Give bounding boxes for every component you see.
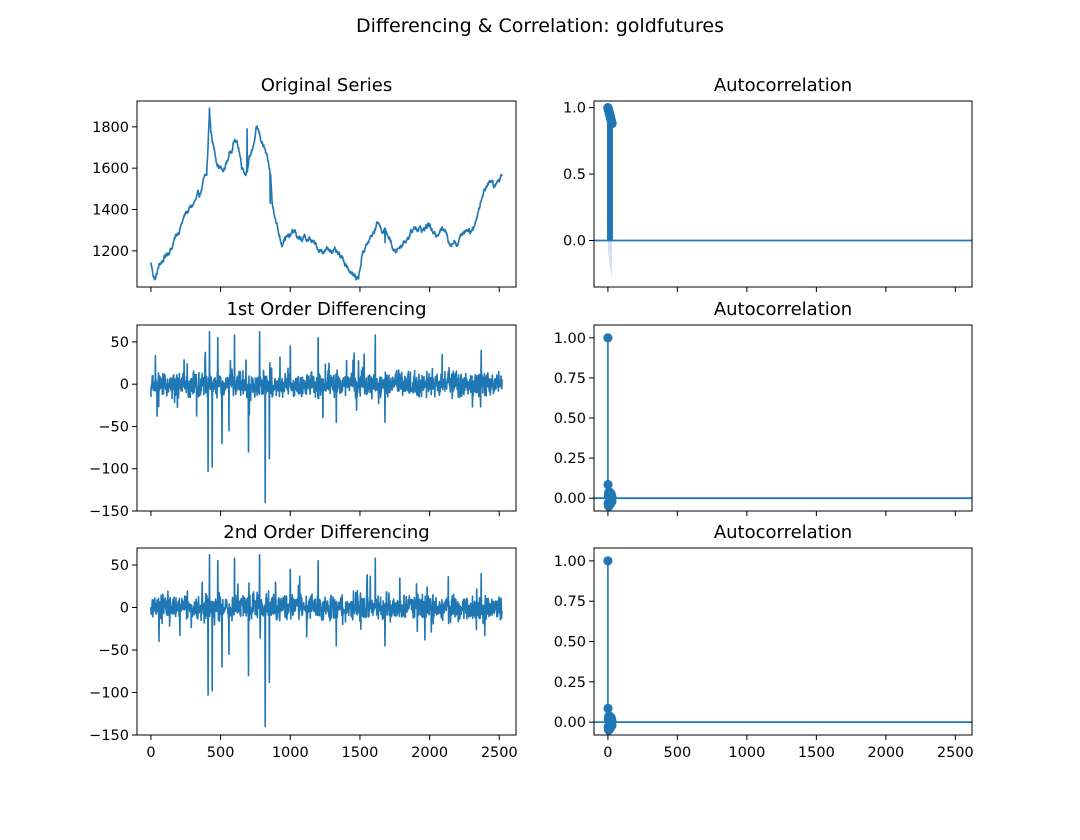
- acf-marker: [603, 479, 613, 490]
- y-tick-label: −150: [89, 728, 129, 744]
- axes-frame: [136, 324, 517, 512]
- x-tick-label: 2000: [411, 745, 448, 761]
- y-tick-label: 1200: [92, 244, 129, 260]
- figure-title: Differencing & Correlation: goldfutures: [356, 15, 724, 37]
- subplot-title: 1st Order Differencing: [226, 299, 426, 320]
- y-tick-label: 0.0: [563, 234, 586, 250]
- y-tick-label: 1.00: [554, 554, 586, 570]
- subplot-grid: Original Series 1200 1400 1600 1800 Autocorre…: [89, 75, 974, 761]
- y-tick-label: 1.0: [563, 101, 586, 117]
- subplot-6: Autocorrelation 0 500 1000 1500 2000 2500 0.00 0…: [554, 522, 974, 761]
- axes-frame: [593, 100, 973, 288]
- series-line: [150, 107, 503, 281]
- x-tick-label: 1500: [341, 745, 378, 761]
- acf-marker: [607, 118, 617, 129]
- y-tick-label: 1800: [92, 120, 129, 136]
- x-tick-label: 1000: [272, 745, 309, 761]
- series-line: [150, 554, 503, 728]
- subplot-title: Autocorrelation: [714, 522, 852, 543]
- x-tick-label: 500: [207, 745, 235, 761]
- y-tick-label: 0.25: [554, 451, 586, 467]
- plot-area: [150, 554, 503, 728]
- y-tick-label: 1600: [92, 161, 129, 177]
- y-tick-label: 0.50: [554, 635, 586, 651]
- subplot-title: Autocorrelation: [714, 75, 852, 96]
- y-tick-label: 0.5: [563, 167, 586, 183]
- y-tick-label: 0.00: [554, 715, 586, 731]
- x-tick-label: 0: [603, 745, 612, 761]
- subplot-4: Autocorrelation 0.00 0.25 0.50 0.75 1.00: [554, 299, 973, 516]
- subplot-title: Autocorrelation: [714, 299, 852, 320]
- plot-area: [594, 333, 972, 511]
- series-line: [150, 331, 503, 504]
- axes-frame: [136, 100, 517, 288]
- y-tick-label: 0: [120, 377, 129, 393]
- y-tick-label: −50: [98, 419, 129, 435]
- y-tick-label: 50: [111, 558, 129, 574]
- subplot-title: Original Series: [261, 75, 393, 96]
- y-tick-label: 1.00: [554, 331, 586, 347]
- y-tick-label: −50: [98, 643, 129, 659]
- y-tick-label: 0.25: [554, 675, 586, 691]
- y-tick-label: 50: [111, 335, 129, 351]
- subplot-3: 1st Order Differencing −150 −100 −50 0 50: [89, 299, 517, 520]
- plot-area: [594, 556, 972, 735]
- y-tick-label: 0.50: [554, 411, 586, 427]
- y-tick-label: 1400: [92, 203, 129, 219]
- x-tick-label: 1500: [798, 745, 835, 761]
- y-tick-label: 0: [120, 601, 129, 617]
- x-tick-label: 2500: [937, 745, 974, 761]
- plot-area: [594, 103, 972, 278]
- acf-marker: [603, 556, 613, 566]
- axes-frame: [136, 547, 517, 736]
- y-tick-label: −150: [89, 504, 129, 520]
- x-tick-label: 0: [146, 745, 155, 761]
- subplot-1: Original Series 1200 1400 1600 1800: [92, 75, 517, 292]
- x-tick-label: 2000: [867, 745, 904, 761]
- subplot-title: 2nd Order Differencing: [223, 522, 429, 543]
- acf-marker: [603, 333, 613, 343]
- y-tick-label: −100: [89, 686, 129, 702]
- x-tick-label: 500: [664, 745, 692, 761]
- plot-area: [150, 107, 503, 281]
- y-tick-label: 0.75: [554, 371, 586, 387]
- subplot-2: Autocorrelation 0.0 0.5 1.0: [563, 75, 973, 292]
- plot-area: [150, 331, 503, 504]
- y-tick-label: 0.00: [554, 491, 586, 507]
- x-tick-label: 1000: [728, 745, 765, 761]
- x-tick-label: 2500: [481, 745, 518, 761]
- acf-marker: [603, 703, 613, 714]
- y-tick-label: 0.75: [554, 594, 586, 610]
- y-tick-label: −100: [89, 462, 129, 478]
